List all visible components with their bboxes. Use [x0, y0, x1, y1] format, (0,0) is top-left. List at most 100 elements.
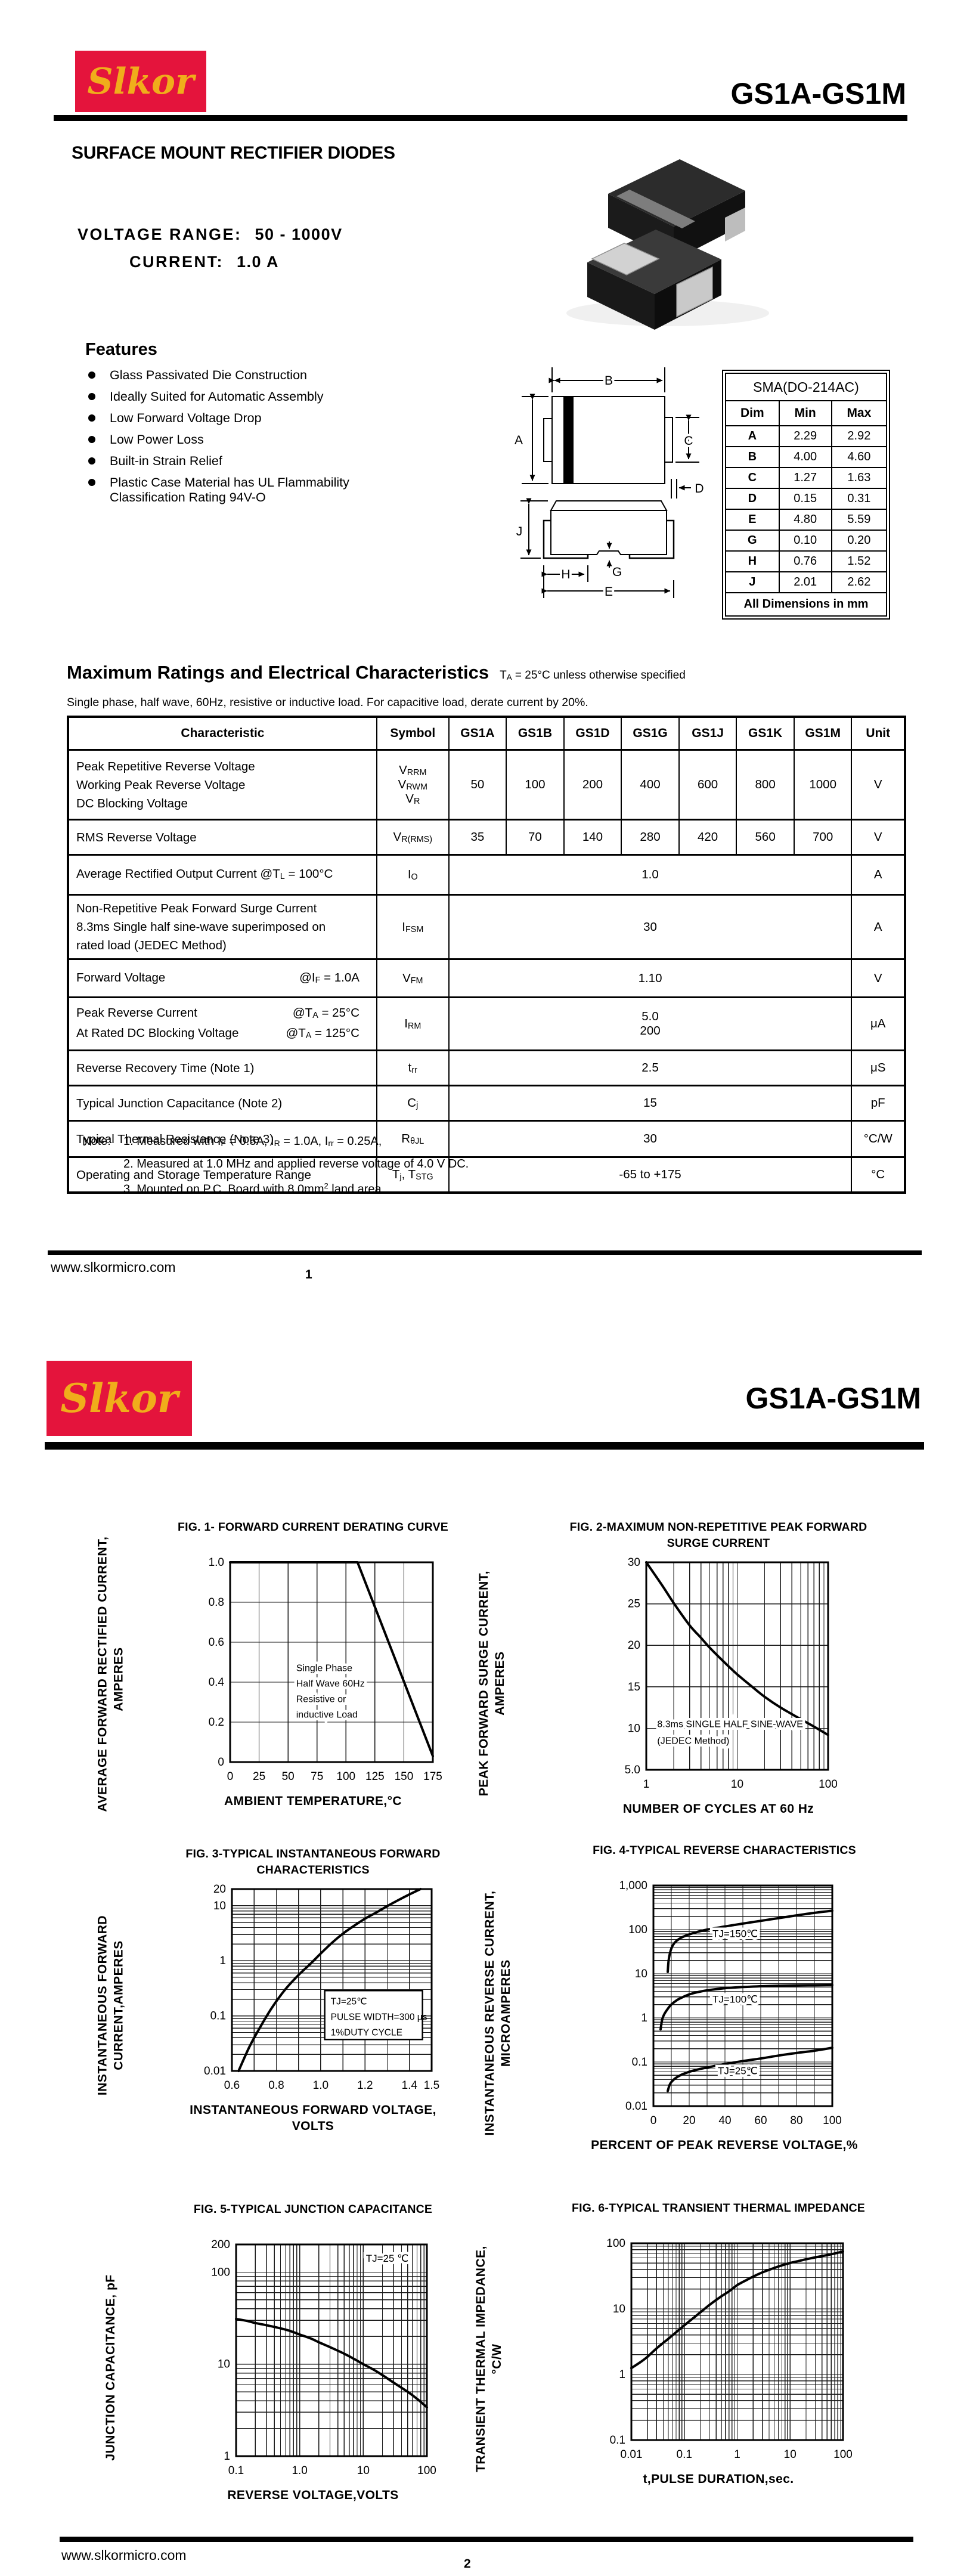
- series-tj-150C: [667, 1909, 833, 1973]
- column-header: Max: [830, 400, 888, 426]
- dim-label-B: B: [605, 374, 613, 388]
- svg-text:10: 10: [213, 1900, 225, 1912]
- cell-value: 2.5: [448, 1050, 852, 1086]
- part-number-title: GS1A-GS1M: [730, 77, 906, 110]
- tick-labels: 1 10 100 30 25 20 15 10 5.0: [624, 1556, 837, 1791]
- column-header: GS1B: [506, 717, 564, 750]
- cell-value: 400: [621, 750, 679, 820]
- cell-value: 15: [448, 1085, 852, 1121]
- ratings-condition: TA = 25°C unless otherwise specified: [500, 669, 686, 682]
- x-axis-label: AMBIENT TEMPERATURE,°C: [224, 1794, 402, 1808]
- svg-text:100: 100: [628, 1924, 647, 1936]
- bullet-icon: [88, 436, 95, 443]
- bullet-icon: [88, 371, 95, 379]
- column-header: Dim: [725, 400, 780, 426]
- svg-text:1.0: 1.0: [312, 2079, 328, 2092]
- dimension-labels: B A C D J H G E: [512, 371, 706, 601]
- table-row: C 1.27 1.63: [725, 467, 888, 489]
- svg-text:1,000: 1,000: [619, 1880, 647, 1892]
- cell-value: 200: [563, 750, 622, 820]
- list-item: Ideally Suited for Automatic Assembly: [88, 389, 422, 404]
- svg-text:1: 1: [643, 1778, 649, 1791]
- svg-text:0: 0: [218, 1756, 224, 1769]
- svg-text:0: 0: [227, 1770, 234, 1783]
- svg-text:Resistive or: Resistive or: [296, 1695, 346, 1705]
- svg-text:0.1: 0.1: [676, 2448, 692, 2461]
- column-header: GS1M: [793, 717, 852, 750]
- svg-text:15: 15: [627, 1681, 640, 1693]
- svg-text:inductive Load: inductive Load: [296, 1710, 358, 1720]
- table-header-row: Characteristic Symbol GS1A GS1B GS1D GS1…: [67, 717, 905, 750]
- svg-text:0.4: 0.4: [209, 1676, 225, 1689]
- cell-unit: A: [851, 894, 905, 959]
- cell-symbol: VRRM VRWM VR: [376, 750, 449, 820]
- grid-lines: [231, 1888, 432, 2072]
- svg-text:60: 60: [754, 2114, 767, 2127]
- cell-unit: μS: [851, 1050, 905, 1086]
- cell-value: 140: [563, 819, 622, 855]
- svg-text:TJ=150℃: TJ=150℃: [712, 1928, 758, 1939]
- svg-text:10: 10: [357, 2464, 370, 2477]
- list-item: Glass Passivated Die Construction: [88, 368, 422, 383]
- annotation: TJ=25℃ PULSE WIDTH=300 μs 1%DUTY CYCLE: [323, 1989, 427, 2041]
- column-header: Symbol: [376, 717, 449, 750]
- y-axis-label: INSTANTANEOUS REVERSE CURRENT, MICROAMPER…: [483, 1890, 513, 2135]
- svg-text:Single Phase: Single Phase: [296, 1664, 352, 1674]
- footer-url: www.slkormicro.com: [51, 1259, 176, 1275]
- svg-text:175: 175: [423, 1770, 442, 1783]
- svg-text:0.1: 0.1: [609, 2434, 625, 2447]
- diode-package-bottom-view: [587, 230, 721, 330]
- cell-value: 560: [736, 819, 794, 855]
- annotation: TJ=25℃: [715, 2063, 761, 2079]
- svg-text:100: 100: [606, 2237, 625, 2250]
- y-axis-label: TRANSIENT THERMAL IMPEDANCE, °C/W: [474, 2245, 504, 2472]
- tick-labels: 0.6 0.8 1.0 1.2 1.4 1.5 20 10 1 0.1 0.01: [204, 1883, 439, 2092]
- figure-plot: 0 20 40 60 80 100 1,000 100 10 1 0.1 0.01 TJ=150℃ TJ=…: [619, 1880, 841, 2127]
- column-header: Unit: [851, 717, 905, 750]
- annotation: TJ=25 ℃: [363, 2250, 411, 2267]
- svg-text:100: 100: [819, 1778, 838, 1791]
- svg-text:10: 10: [612, 2303, 625, 2315]
- column-header: GS1A: [448, 717, 507, 750]
- table-row: B 4.00 4.60: [725, 446, 888, 468]
- note-label: Note:: [82, 1135, 111, 1148]
- cell-symbol: IRM: [376, 997, 449, 1051]
- svg-text:75: 75: [311, 1770, 323, 1783]
- cell-value: 50: [448, 750, 507, 820]
- grid-lines: [235, 2244, 427, 2457]
- x-axis-label: t,PULSE DURATION,sec.: [643, 2472, 794, 2486]
- cell-value: 700: [793, 819, 852, 855]
- cell-value: 35: [448, 819, 507, 855]
- x-axis-label: INSTANTANEOUS FORWARD VOLTAGE, VOLTS: [190, 2103, 436, 2133]
- tick-labels: 0 20 40 60 80 100 1,000 100 10 1 0.1 0.01: [619, 1880, 841, 2127]
- svg-text:0.01: 0.01: [620, 2448, 642, 2461]
- cell-symbol: RθJL: [376, 1120, 449, 1157]
- table-row: Non-Repetitive Peak Forward Surge Curren…: [67, 894, 905, 959]
- series-tj-25C: [667, 2046, 833, 2092]
- note-line: 3. Mounted on P.C. Board with 8.0mm2 lan…: [123, 1181, 385, 1196]
- figure-3-instantaneous-forward-characteristics: INSTANTANEOUS FORWARD CURRENT,AMPERES FIG.…: [89, 1846, 495, 2134]
- tick-labels: 0 25 50 75 100 125 150 175 1.0 0.8 0.6 0.4 0.2 0: [209, 1556, 442, 1783]
- cell-characteristic: Average Rectified Output Current @TL = 1…: [67, 854, 377, 895]
- page-number: 1: [305, 1268, 312, 1281]
- svg-text:20: 20: [627, 1639, 640, 1652]
- svg-text:1: 1: [734, 2448, 740, 2461]
- notes-section: Note: 1. Measured with IF = 0.5A, IR = 1…: [82, 1134, 469, 1205]
- cell-unit: °C/W: [851, 1120, 905, 1157]
- x-axis-label: NUMBER OF CYCLES AT 60 Hz: [622, 1802, 814, 1816]
- figure-5-typical-junction-capacitance: JUNCTION CAPACITANCE, pF FIG. 5-TYPICAL J…: [89, 2202, 495, 2503]
- cell-characteristic: Peak Repetitive Reverse Voltage Working P…: [67, 750, 377, 820]
- series-peak-forward-surge-current: [644, 1561, 829, 1736]
- dim-label-J: J: [516, 525, 523, 538]
- series-instantaneous-forward: [237, 1888, 422, 2072]
- column-header: GS1D: [563, 717, 622, 750]
- list-item: Plastic Case Material has UL Flammabilit…: [88, 475, 422, 505]
- svg-text:TJ=100℃: TJ=100℃: [712, 1994, 758, 2005]
- figure-plot: 0 25 50 75 100 125 150 175 1.0 0.8 0.6 0.4 0.2 0 Singl…: [209, 1556, 442, 1783]
- ratings-section-heading: Maximum Ratings and Electrical Character…: [67, 662, 686, 683]
- bullet-icon: [88, 414, 95, 422]
- header-rule: [45, 1442, 924, 1450]
- part-number-title: GS1A-GS1M: [745, 1382, 921, 1415]
- cell-characteristic: RMS Reverse Voltage: [67, 819, 377, 855]
- svg-text:10: 10: [635, 1968, 647, 1980]
